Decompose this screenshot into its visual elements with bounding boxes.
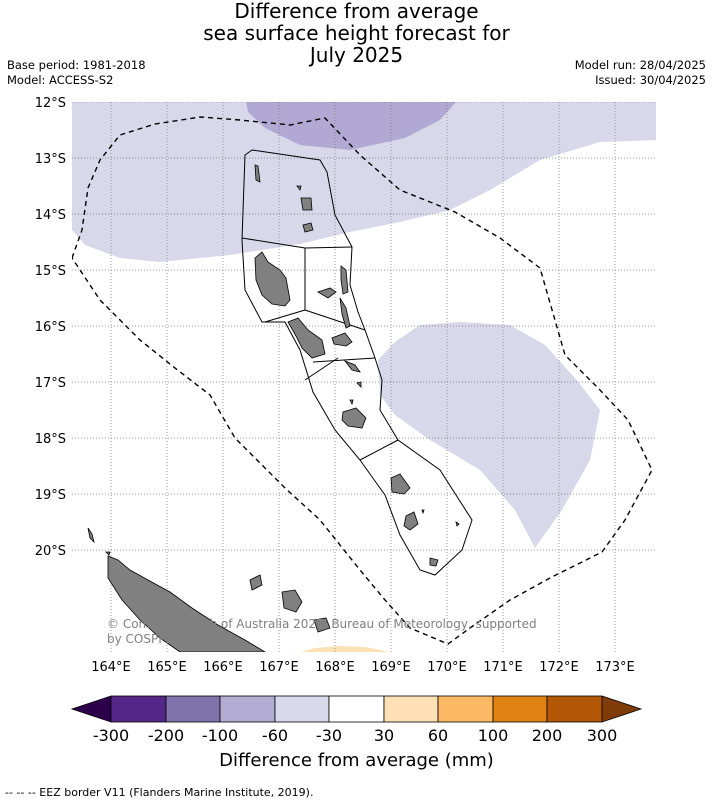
eez-border: [72, 116, 653, 645]
island-small-5: [455, 521, 460, 527]
island-vanua-lava: [302, 222, 314, 233]
anomaly-region-south-positive: [300, 646, 390, 652]
island-pentecost: [340, 265, 349, 295]
island-gaua: [300, 197, 313, 211]
island-maewo: [339, 297, 351, 329]
island-small-2: [356, 381, 362, 388]
colorbar-bin: [383, 695, 439, 723]
colorbar-tick: 100: [478, 726, 509, 745]
lat-label: 20°S: [35, 544, 66, 559]
colorbar-extend-high: [601, 695, 643, 723]
lon-label: 171°E: [483, 660, 523, 675]
island-loyalty-mare: [313, 617, 331, 633]
island-small-1: [296, 185, 302, 191]
lat-label: 19°S: [35, 488, 66, 503]
colorbar-tick: 300: [587, 726, 618, 745]
lat-label: 18°S: [35, 432, 66, 447]
colorbar-bin: [219, 695, 276, 723]
islands: [87, 164, 460, 652]
island-torres: [254, 164, 261, 183]
colorbar: [70, 695, 643, 723]
graticule: [72, 102, 656, 652]
island-small-4: [421, 509, 425, 515]
island-new-caledonia: [107, 555, 266, 652]
lat-label: 17°S: [35, 376, 66, 391]
lon-label: 167°E: [259, 660, 299, 675]
anomaly-region-north-core: [246, 102, 456, 150]
map-area: [72, 102, 656, 652]
colorbar-bin: [274, 695, 330, 723]
colorbar-bin: [328, 695, 385, 723]
anomaly-region-north: [72, 102, 656, 262]
island-small-3: [349, 399, 354, 406]
colorbar-tick: -300: [93, 726, 129, 745]
meta-left: Base period: 1981-2018 Model: ACCESS-S2: [7, 58, 146, 88]
model-name: Model: ACCESS-S2: [7, 73, 114, 87]
chart-title: Difference from average sea surface heig…: [0, 0, 713, 66]
colorbar-tick: 60: [428, 726, 448, 745]
lon-label: 166°E: [203, 660, 243, 675]
island-erromango: [403, 511, 419, 531]
colorbar-tick: -100: [202, 726, 238, 745]
island-malekula: [287, 317, 326, 359]
colorbar-bin: [437, 695, 494, 723]
lat-label: 12°S: [35, 96, 66, 111]
island-ambrym: [331, 332, 353, 347]
eez-legend: -- -- -- EEZ border V11 (Flanders Marine…: [5, 786, 314, 799]
lon-label: 164°E: [91, 660, 131, 675]
colorbar-ticks: -300 -200 -100 -60 -30 30 60 100 200 300: [93, 726, 617, 745]
island-tanna: [390, 473, 411, 495]
lon-label: 170°E: [427, 660, 467, 675]
lat-label: 16°S: [35, 320, 66, 335]
title-line-1: Difference from average: [234, 0, 479, 23]
island-epi: [343, 360, 361, 373]
colorbar-tick: -200: [148, 726, 184, 745]
colorbar-tick: -30: [316, 726, 342, 745]
colorbar-bin: [546, 695, 603, 723]
island-belep: [87, 527, 95, 544]
colorbar-tick: 200: [532, 726, 563, 745]
colorbar-tick: 30: [374, 726, 394, 745]
island-aneityum: [429, 557, 439, 567]
colorbar-extend-low: [70, 695, 112, 723]
lon-label: 169°E: [371, 660, 411, 675]
island-nc-small: [105, 551, 111, 556]
colorbar-bin: [492, 695, 548, 723]
lon-label: 172°E: [539, 660, 579, 675]
colorbar-title: Difference from average (mm): [219, 750, 494, 771]
island-espiritu-santo: [254, 251, 291, 307]
lat-label: 15°S: [35, 264, 66, 279]
lon-label: 173°E: [595, 660, 635, 675]
island-ambae: [317, 287, 337, 299]
issued-date: Issued: 30/04/2025: [595, 73, 706, 87]
title-line-2: sea surface height forecast for: [203, 21, 510, 45]
lat-label: 13°S: [35, 152, 66, 167]
colorbar-bin: [110, 695, 167, 723]
province-boundaries: [241, 149, 473, 576]
colorbar-tick: -60: [262, 726, 288, 745]
lon-label: 168°E: [315, 660, 355, 675]
island-loyalty-ouvea: [249, 574, 263, 591]
model-run: Model run: 28/04/2025: [574, 58, 706, 72]
island-efate: [341, 407, 367, 429]
lat-label: 14°S: [35, 208, 66, 223]
island-loyalty-lifou: [281, 589, 303, 613]
lon-label: 165°E: [147, 660, 187, 675]
lon-axis: 164°E 165°E 166°E 167°E 168°E 169°E 170°…: [91, 660, 635, 675]
copyright-credit: © Commonwealth of Australia 2025, Bureau…: [107, 617, 537, 646]
title-line-3: July 2025: [309, 43, 404, 67]
anomaly-region-east: [378, 322, 600, 548]
base-period: Base period: 1981-2018: [7, 58, 146, 72]
lat-axis: 12°S 13°S 14°S 15°S 16°S 17°S 18°S 19°S …: [35, 96, 66, 559]
colorbar-bin: [165, 695, 221, 723]
meta-right: Model run: 28/04/2025 Issued: 30/04/2025: [575, 58, 706, 88]
